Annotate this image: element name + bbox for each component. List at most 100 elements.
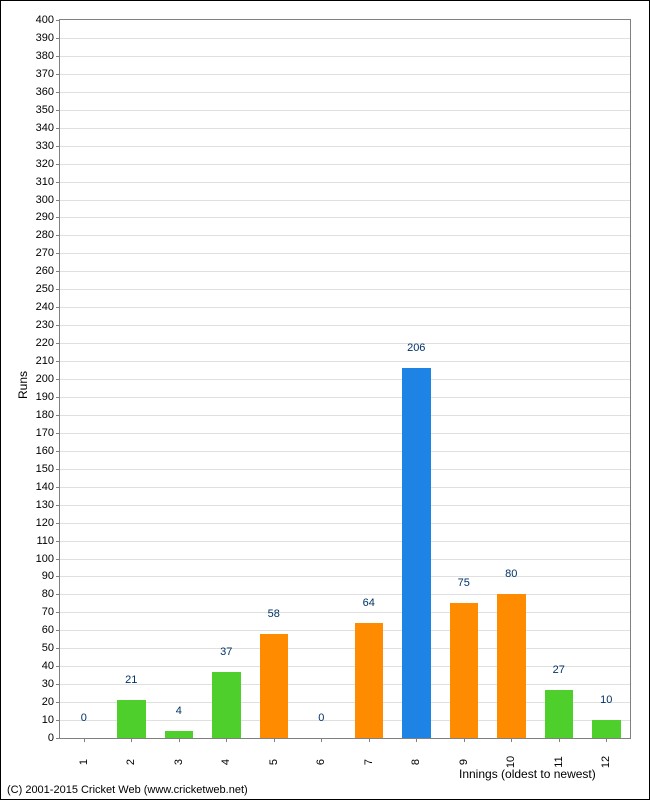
gridline <box>60 74 630 75</box>
gridline <box>60 182 630 183</box>
bar-value-label: 58 <box>268 608 280 620</box>
y-tick-label: 350 <box>36 104 54 116</box>
y-tick <box>56 541 60 542</box>
y-tick <box>56 253 60 254</box>
x-tick <box>321 738 322 742</box>
gridline <box>60 415 630 416</box>
y-tick-label: 320 <box>36 158 54 170</box>
y-tick-label: 370 <box>36 68 54 80</box>
y-tick-label: 230 <box>36 319 54 331</box>
bar-value-label: 0 <box>318 712 324 724</box>
gridline <box>60 541 630 542</box>
y-tick <box>56 379 60 380</box>
y-tick-label: 160 <box>36 445 54 457</box>
x-tick <box>464 738 465 742</box>
gridline <box>60 576 630 577</box>
gridline <box>60 307 630 308</box>
y-tick-label: 270 <box>36 247 54 259</box>
y-tick <box>56 20 60 21</box>
gridline <box>60 164 630 165</box>
y-tick-label: 210 <box>36 355 54 367</box>
gridline <box>60 451 630 452</box>
gridline <box>60 648 630 649</box>
y-tick-label: 290 <box>36 211 54 223</box>
y-tick <box>56 397 60 398</box>
y-tick-label: 140 <box>36 481 54 493</box>
x-tick-label: 3 <box>173 759 185 765</box>
gridline <box>60 38 630 39</box>
y-tick <box>56 720 60 721</box>
y-tick <box>56 469 60 470</box>
gridline <box>60 612 630 613</box>
y-tick-label: 120 <box>36 517 54 529</box>
y-tick-label: 200 <box>36 373 54 385</box>
y-tick-label: 400 <box>36 14 54 26</box>
x-tick <box>84 738 85 742</box>
y-tick <box>56 289 60 290</box>
y-tick <box>56 182 60 183</box>
y-tick <box>56 702 60 703</box>
bar <box>545 690 574 738</box>
gridline <box>60 235 630 236</box>
y-tick <box>56 361 60 362</box>
gridline <box>60 469 630 470</box>
bar-value-label: 64 <box>363 597 375 609</box>
y-tick <box>56 325 60 326</box>
y-tick <box>56 415 60 416</box>
y-tick-label: 260 <box>36 265 54 277</box>
gridline <box>60 56 630 57</box>
y-tick-label: 150 <box>36 463 54 475</box>
y-tick <box>56 200 60 201</box>
bar-value-label: 80 <box>505 568 517 580</box>
gridline <box>60 343 630 344</box>
bar <box>450 603 479 738</box>
gridline <box>60 146 630 147</box>
gridline <box>60 666 630 667</box>
y-tick-label: 360 <box>36 86 54 98</box>
bar <box>402 368 431 738</box>
gridline <box>60 684 630 685</box>
y-tick-label: 100 <box>36 553 54 565</box>
bar <box>260 634 289 738</box>
y-tick-label: 20 <box>42 696 54 708</box>
bar <box>117 700 146 738</box>
y-tick <box>56 451 60 452</box>
x-tick-label: 5 <box>268 759 280 765</box>
bar-value-label: 0 <box>81 712 87 724</box>
x-tick-label: 1 <box>78 759 90 765</box>
gridline <box>60 487 630 488</box>
x-tick <box>131 738 132 742</box>
gridline <box>60 361 630 362</box>
gridline <box>60 92 630 93</box>
y-tick-label: 10 <box>42 714 54 726</box>
gridline <box>60 433 630 434</box>
y-tick <box>56 594 60 595</box>
gridline <box>60 200 630 201</box>
y-tick <box>56 487 60 488</box>
x-tick-label: 12 <box>600 756 612 768</box>
x-tick <box>274 738 275 742</box>
y-tick <box>56 666 60 667</box>
y-tick-label: 50 <box>42 642 54 654</box>
y-tick <box>56 38 60 39</box>
plot-area: 0102030405060708090100110120130140150160… <box>59 19 631 739</box>
gridline <box>60 379 630 380</box>
y-tick <box>56 110 60 111</box>
y-tick-label: 240 <box>36 301 54 313</box>
x-tick <box>606 738 607 742</box>
y-tick-label: 380 <box>36 50 54 62</box>
y-axis-title: Runs <box>16 371 30 399</box>
bar <box>355 623 384 738</box>
x-axis-title: Innings (oldest to newest) <box>459 767 596 781</box>
y-tick-label: 130 <box>36 499 54 511</box>
y-tick-label: 70 <box>42 606 54 618</box>
y-tick <box>56 307 60 308</box>
y-tick-label: 190 <box>36 391 54 403</box>
x-tick-label: 4 <box>220 759 232 765</box>
gridline <box>60 397 630 398</box>
y-tick-label: 110 <box>36 535 54 547</box>
gridline <box>60 253 630 254</box>
y-tick-label: 90 <box>42 570 54 582</box>
y-tick <box>56 74 60 75</box>
y-tick-label: 30 <box>42 678 54 690</box>
